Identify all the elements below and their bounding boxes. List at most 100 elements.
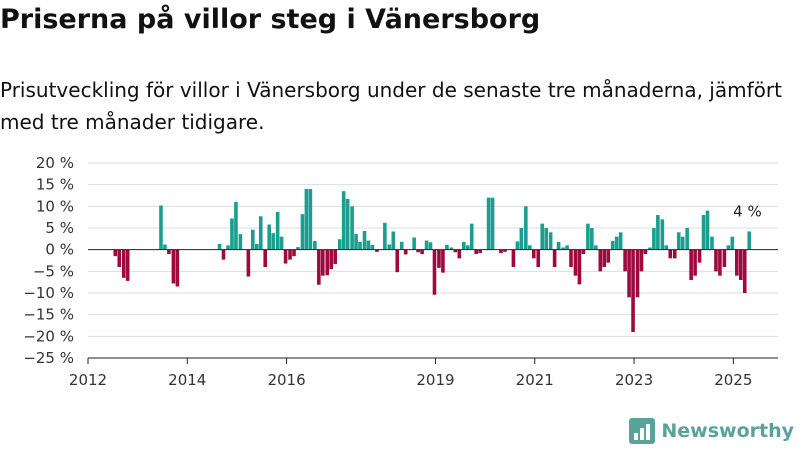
x-tick-label: 2014 — [168, 371, 206, 389]
bar — [573, 249, 578, 276]
y-tick-label: 15 % — [36, 176, 74, 194]
bar-chart: 20 % 15 % 10 % 5 % 0 % −5 % −10 % −15 % −20 % −25… — [23, 154, 778, 389]
bar — [672, 249, 677, 259]
bar — [710, 236, 714, 250]
bar — [503, 249, 507, 252]
bar — [416, 249, 420, 253]
bar — [738, 249, 743, 280]
bar — [428, 242, 433, 250]
bar — [121, 249, 126, 278]
bar — [478, 249, 482, 254]
bar — [329, 249, 334, 270]
y-axis-tick-labels: 20 % 15 % 10 % 5 % 0 % −5 % −10 % −15 % −20 % −25… — [23, 154, 74, 367]
bar — [722, 249, 727, 267]
bar — [490, 197, 495, 250]
y-tick-label: 5 % — [45, 219, 74, 237]
bar — [412, 237, 416, 250]
x-tick-label: 2016 — [267, 371, 305, 389]
newsworthy-logo-text: Newsworthy — [661, 420, 794, 442]
y-tick-label: −10 % — [23, 284, 74, 302]
bar — [333, 249, 338, 264]
bar — [275, 211, 280, 250]
bar — [556, 241, 561, 250]
bar — [267, 224, 271, 250]
bar — [685, 228, 689, 250]
bar — [648, 247, 652, 250]
bar — [167, 249, 171, 254]
bar — [577, 249, 582, 285]
bar — [598, 249, 603, 272]
bar — [747, 231, 752, 250]
bar — [689, 249, 693, 280]
bar — [652, 228, 656, 250]
bar — [263, 249, 268, 267]
bar — [383, 222, 387, 250]
bar — [614, 236, 619, 250]
bar — [350, 206, 354, 250]
bar — [581, 249, 586, 254]
x-tick-label: 2023 — [615, 371, 653, 389]
bar — [697, 249, 702, 263]
page-title: Priserna på villor steg i Vänersborg — [0, 4, 541, 35]
bar — [230, 218, 234, 250]
bar — [171, 249, 176, 284]
bar — [602, 249, 607, 267]
bar — [548, 232, 553, 250]
bar — [279, 236, 284, 250]
bar — [730, 236, 735, 250]
bar — [246, 249, 251, 277]
y-tick-label: 10 % — [36, 197, 74, 215]
bar — [437, 249, 441, 268]
bar — [643, 249, 648, 254]
bar — [432, 249, 437, 295]
bar — [117, 249, 122, 267]
bar — [726, 245, 731, 250]
bar — [680, 236, 685, 250]
bar — [387, 244, 392, 250]
bar — [337, 239, 342, 250]
bar — [701, 215, 706, 250]
bar — [705, 210, 710, 250]
bar — [486, 197, 491, 250]
bar — [718, 249, 722, 276]
bar — [283, 249, 288, 264]
bars — [113, 189, 752, 332]
bar — [511, 249, 516, 267]
bar — [317, 249, 321, 285]
bar — [606, 249, 611, 263]
bar — [238, 234, 243, 250]
x-tick-label: 2021 — [516, 371, 554, 389]
bar — [693, 249, 697, 276]
bar — [594, 245, 598, 250]
bar — [569, 249, 573, 267]
newsworthy-logo-icon — [629, 418, 656, 444]
bar — [345, 198, 350, 250]
bar — [461, 241, 466, 250]
bar — [499, 249, 503, 254]
bar — [403, 249, 408, 255]
y-tick-label: −15 % — [23, 306, 74, 324]
bar — [668, 249, 673, 259]
x-tick-label: 2019 — [416, 371, 454, 389]
bar — [288, 249, 292, 260]
bar — [524, 206, 528, 250]
bar — [163, 244, 167, 250]
bar — [610, 241, 615, 250]
y-tick-label: 20 % — [36, 154, 74, 172]
x-axis: 2012 2014 2016 2019 2021 2023 2025 — [69, 357, 778, 389]
newsworthy-logo: Newsworthy — [629, 418, 794, 444]
bar — [465, 245, 470, 250]
bar — [561, 247, 565, 250]
bar — [449, 247, 454, 250]
bar — [536, 249, 541, 267]
bar — [590, 228, 594, 250]
bar — [552, 249, 557, 267]
bar — [321, 249, 325, 276]
x-tick-label: 2012 — [69, 371, 107, 389]
bar — [586, 223, 590, 250]
bar — [375, 249, 379, 252]
bar — [618, 232, 623, 250]
bar — [676, 232, 681, 250]
bar — [304, 189, 309, 250]
bar — [453, 249, 458, 253]
